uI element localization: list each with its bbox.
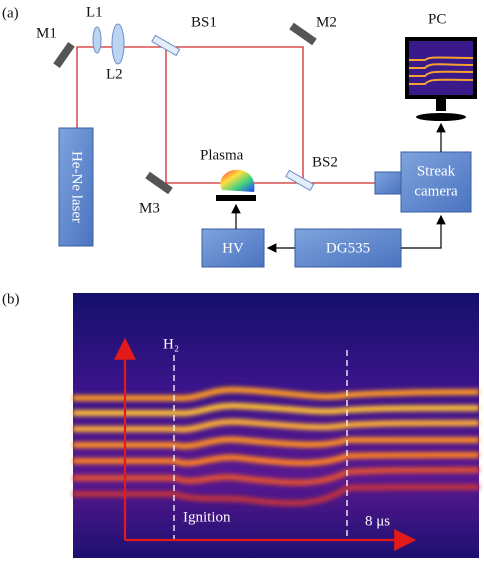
hv-label: HV [222, 240, 244, 256]
streak-camera [401, 152, 471, 212]
mirror [289, 23, 317, 46]
plasma-label: Plasma [200, 147, 244, 163]
ignition-label: Ignition [183, 509, 231, 525]
panel-label: (a) [2, 5, 19, 21]
l1-label: L1 [86, 4, 103, 20]
lens [93, 27, 101, 53]
electrode [216, 195, 256, 201]
m1-label: M1 [36, 25, 57, 41]
lens [112, 24, 124, 64]
bs1-label: BS1 [191, 14, 217, 30]
l2-label: L2 [106, 66, 123, 82]
beam-splitter [286, 170, 314, 190]
m3-label: M3 [139, 200, 160, 216]
panel-label: (b) [2, 291, 20, 307]
streak-label: camera [414, 183, 458, 199]
gas-label: H₂ [163, 336, 179, 352]
m2-label: M2 [316, 14, 337, 30]
time-label: 8 μs [365, 513, 390, 529]
plasma [220, 170, 254, 192]
camera-lens [375, 172, 401, 194]
figure: (a) M1 L1 L2 BS1 M2 He-Ne laser M3 Plasm… [0, 0, 484, 562]
mirror [53, 42, 74, 68]
bs2-label: BS2 [312, 154, 338, 170]
streak-label: Streak [417, 163, 456, 179]
dg535-label: DG535 [326, 240, 370, 256]
laser-label: He-Ne laser [69, 151, 85, 223]
base [416, 113, 466, 121]
pc-label: PC [428, 11, 446, 27]
stand [436, 99, 446, 111]
